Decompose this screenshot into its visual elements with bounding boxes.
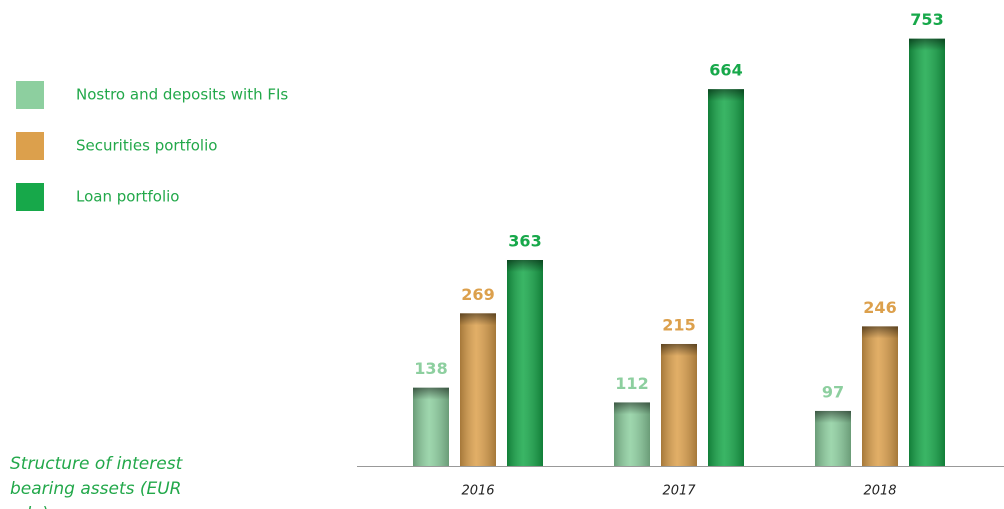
x-tick-label: 2017 (662, 484, 696, 499)
bar-cap (614, 402, 650, 415)
bar-cap (862, 326, 898, 339)
value-label: 664 (709, 61, 742, 80)
value-label: 269 (461, 285, 494, 304)
legend-swatch (16, 81, 44, 109)
legend-swatch (16, 183, 44, 211)
bar-shade (460, 313, 496, 466)
bar-shade (862, 326, 898, 466)
bar-cap (815, 410, 851, 423)
bar-shade (413, 387, 449, 466)
bar-cap (460, 313, 496, 326)
legend-label: Securities portfolio (76, 137, 217, 155)
value-label: 215 (662, 315, 695, 334)
x-tick-label: 2016 (461, 484, 494, 499)
value-label: 363 (508, 231, 541, 250)
chart-title: Structure of interest bearing assets (EU… (10, 454, 183, 509)
legend-swatch (16, 132, 44, 160)
bar-cap (708, 89, 744, 102)
legend-label: Nostro and deposits with FIs (76, 86, 288, 104)
bar-cap (413, 387, 449, 400)
x-tick-label: 2018 (863, 484, 896, 499)
value-label: 138 (414, 359, 447, 378)
legend-label: Loan portfolio (76, 188, 179, 206)
value-label: 753 (910, 10, 943, 29)
value-label: 97 (822, 382, 844, 401)
bar-shade (708, 89, 744, 467)
value-label: 246 (863, 298, 896, 317)
value-label: 112 (615, 374, 648, 393)
bar-cap (507, 259, 543, 272)
bar-shade (507, 259, 543, 466)
bar-cap (661, 343, 697, 356)
bar-shade (661, 343, 697, 466)
bar-cap (909, 38, 945, 51)
bar-shade (909, 38, 945, 467)
